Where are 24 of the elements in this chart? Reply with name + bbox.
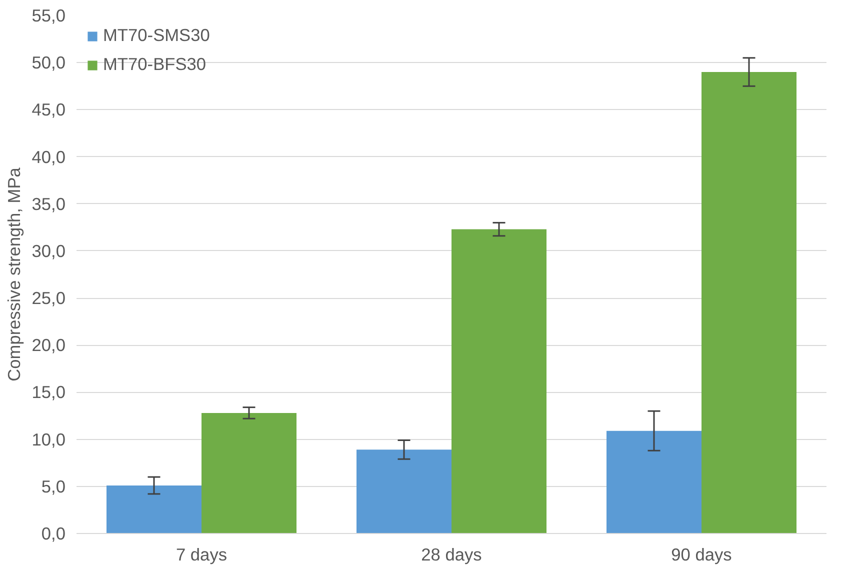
y-tick-label: 0,0: [41, 524, 66, 544]
y-tick-label: 15,0: [32, 382, 66, 402]
y-tick-label: 5,0: [41, 476, 66, 496]
y-tick-label: 55,0: [32, 6, 66, 26]
bar: [606, 430, 702, 534]
y-tick-label: 40,0: [32, 146, 66, 167]
bar: [202, 412, 296, 534]
bar: [106, 485, 202, 534]
y-axis-title: Compressive strength, MPa: [4, 167, 24, 382]
legend-label: MT70-BFS30: [103, 54, 206, 75]
bar: [702, 72, 796, 534]
bar: [452, 229, 546, 534]
y-tick-label: 45,0: [32, 100, 66, 120]
y-tick-label: 20,0: [32, 335, 66, 356]
x-tick-label: 28 days: [421, 544, 482, 564]
x-tick-label: 90 days: [671, 544, 732, 564]
x-tick-label: 7 days: [176, 544, 228, 564]
y-tick-label: 35,0: [32, 194, 66, 214]
legend-label: MT70-SMS30: [103, 25, 210, 46]
y-tick-label: 25,0: [32, 288, 66, 308]
y-tick-label: 50,0: [32, 52, 66, 73]
y-tick-label: 30,0: [32, 240, 66, 261]
bar: [356, 450, 452, 534]
y-tick-label: 10,0: [32, 429, 66, 450]
